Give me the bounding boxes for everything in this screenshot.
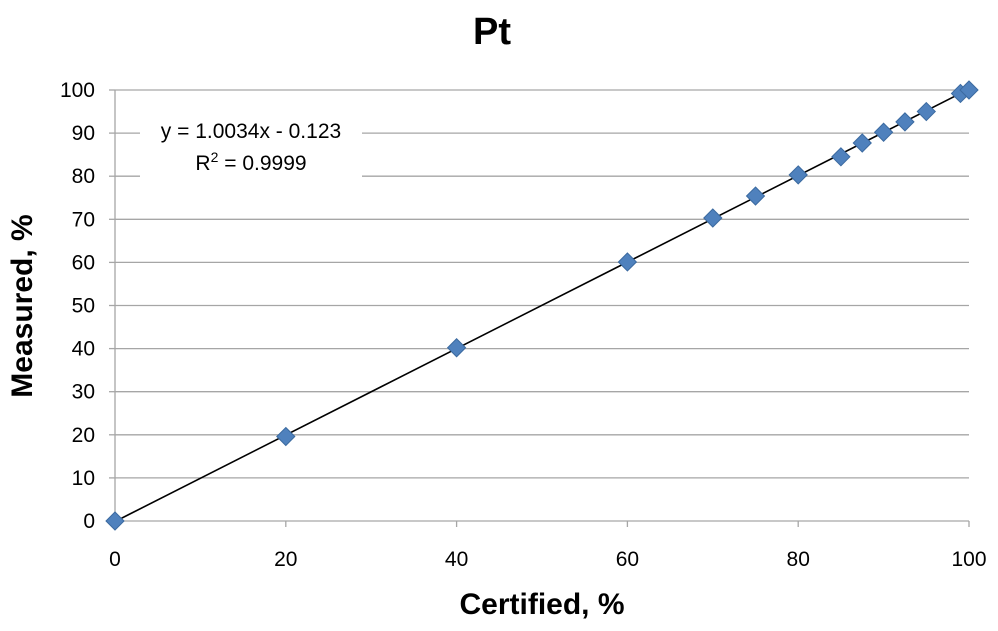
y-tick-label: 40: [72, 338, 95, 361]
tick-labels: 0 10 20 30 40 50 60 70 80 90 100 0 20 40 60 80 100: [60, 79, 987, 571]
y-tick-label: 10: [72, 467, 95, 490]
trendline-equation: y = 1.0034x - 0.123: [161, 120, 341, 143]
data-point: [916, 101, 937, 122]
y-tick-label: 70: [72, 208, 95, 231]
data-point: [788, 165, 808, 185]
data-point: [276, 426, 296, 447]
data-point: [446, 338, 467, 358]
trendline-layer: [114, 88, 970, 523]
y-tick-label: 30: [72, 381, 95, 404]
y-tick-label: 50: [72, 295, 95, 318]
data-point: [703, 208, 723, 228]
r-squared-label: R2 = 0.9999: [195, 149, 306, 175]
data-point: [105, 511, 125, 531]
x-tick-label: 20: [274, 548, 297, 571]
data-point: [873, 122, 894, 142]
data-point: [617, 252, 638, 272]
x-tick-label: 80: [787, 548, 810, 571]
x-tick-label: 100: [951, 548, 986, 571]
x-axis-label: Certified, %: [459, 588, 624, 621]
y-tick-label: 60: [72, 251, 95, 274]
data-point: [852, 133, 872, 153]
y-tick-label: 100: [60, 79, 95, 102]
trendline: [114, 88, 970, 523]
y-axis-label: Measured, %: [6, 214, 39, 397]
chart-title: Pt: [473, 11, 511, 53]
y-tick-label: 90: [72, 122, 95, 145]
data-point: [831, 147, 851, 167]
data-point: [745, 186, 766, 206]
data-points: [105, 80, 979, 531]
x-tick-label: 0: [109, 548, 121, 571]
y-tick-label: 80: [72, 165, 95, 188]
x-tick-label: 40: [445, 548, 468, 571]
x-tick-label: 60: [616, 548, 639, 571]
equation-label-background: [140, 113, 362, 179]
data-point: [895, 112, 915, 132]
y-tick-label: 0: [83, 510, 95, 533]
y-tick-label: 20: [72, 424, 95, 447]
data-point: [959, 80, 979, 100]
